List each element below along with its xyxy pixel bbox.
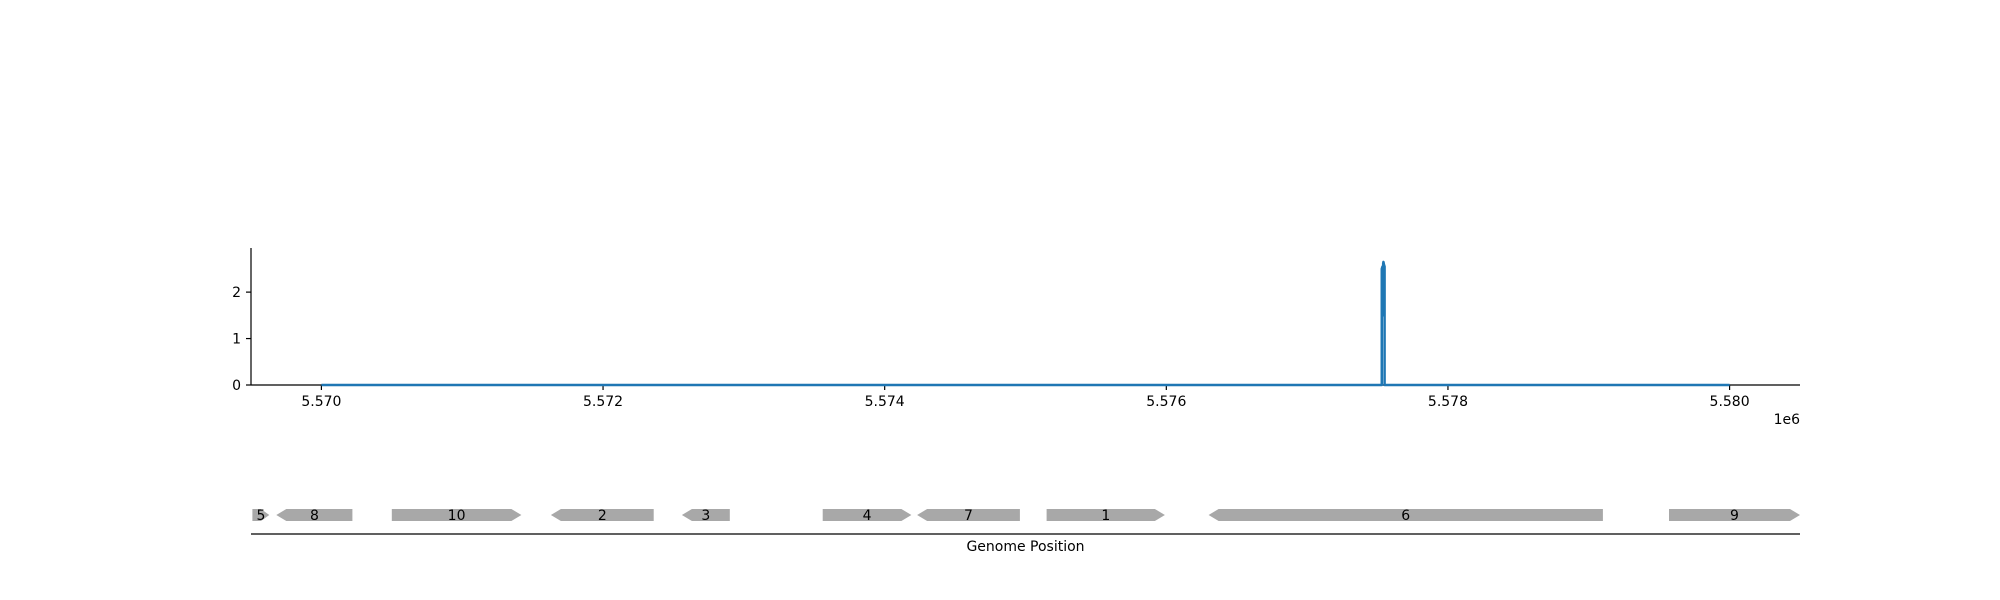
gene-label: 9 xyxy=(1730,508,1739,524)
gene-arrow xyxy=(1669,509,1800,521)
gene-track-panel: 5 8 10 2 3 4 7 1 6 9 Genome Position xyxy=(251,508,1800,555)
gene-arrow xyxy=(681,509,730,521)
gene-label: 5 xyxy=(256,508,265,524)
gene-label: 2 xyxy=(598,508,607,524)
gene-feature: 2 xyxy=(550,508,654,524)
gene-label: 3 xyxy=(701,508,710,524)
gene-label: 8 xyxy=(310,508,319,524)
gene-feature: 9 xyxy=(1669,508,1800,524)
coverage-x-ticks: 5.570 5.572 5.574 5.576 5.578 5.580 xyxy=(301,385,1750,410)
x-tick-label: 5.578 xyxy=(1428,394,1468,410)
gene-arrow xyxy=(1208,509,1603,521)
y-tick-label: 0 xyxy=(232,378,241,394)
gene-arrow xyxy=(252,509,270,521)
gene-arrow xyxy=(1046,509,1165,521)
gene-feature: 6 xyxy=(1208,508,1603,524)
x-tick-label: 5.580 xyxy=(1710,394,1750,410)
x-tick-label: 5.570 xyxy=(301,394,341,410)
x-tick-label: 5.574 xyxy=(865,394,905,410)
gene-feature: 1 xyxy=(1046,508,1165,524)
x-tick-label: 5.576 xyxy=(1146,394,1186,410)
gene-label: 7 xyxy=(964,508,973,524)
coverage-panel: 5.570 5.572 5.574 5.576 5.578 5.580 0 1 2 1e6 xyxy=(232,248,1800,428)
gene-feature: 7 xyxy=(917,508,1020,524)
x-offset-label: 1e6 xyxy=(1774,412,1801,428)
x-tick-label: 5.572 xyxy=(583,394,623,410)
gene-feature: 5 xyxy=(252,508,270,524)
gene-arrow xyxy=(822,509,912,521)
gene-arrow xyxy=(550,509,654,521)
gene-track-x-axis-label: Genome Position xyxy=(966,539,1084,555)
coverage-y-ticks: 0 1 2 xyxy=(232,285,251,394)
y-tick-label: 2 xyxy=(232,285,241,301)
gene-feature: 3 xyxy=(681,508,730,524)
gene-features: 5 8 10 2 3 4 7 1 6 9 xyxy=(252,508,1800,524)
gene-label: 1 xyxy=(1101,508,1110,524)
y-tick-label: 1 xyxy=(232,332,241,348)
gene-label: 6 xyxy=(1401,508,1410,524)
gene-feature: 8 xyxy=(276,508,353,524)
gene-feature: 10 xyxy=(391,508,522,524)
gene-label: 10 xyxy=(448,508,466,524)
gene-label: 4 xyxy=(863,508,872,524)
gene-arrow xyxy=(276,509,353,521)
gene-arrow xyxy=(917,509,1020,521)
gene-arrow xyxy=(391,509,522,521)
gene-feature: 4 xyxy=(822,508,912,524)
coverage-series-line xyxy=(321,260,1730,387)
